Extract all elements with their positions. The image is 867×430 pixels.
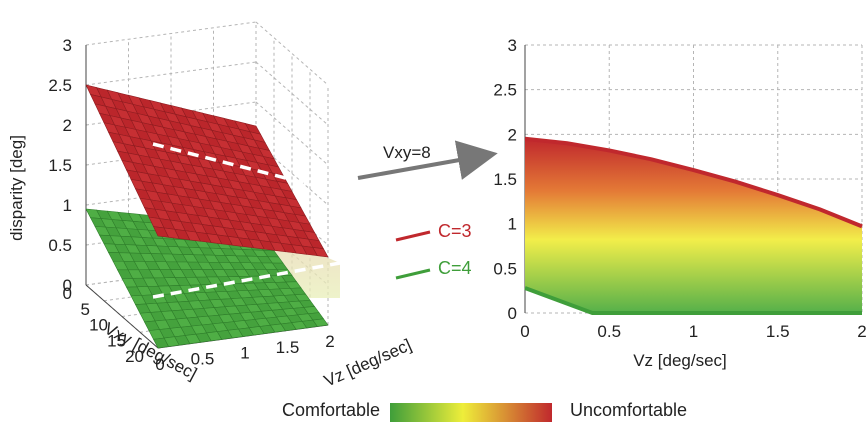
z-tick-label: 0	[63, 276, 72, 295]
y-tick-label: 0.5	[191, 349, 215, 368]
y-tick-label-2d: 2.5	[493, 81, 517, 100]
x-tick-labels-2d: 0 0.5 1 1.5 2	[520, 322, 866, 341]
y-tick-label-2d: 2	[508, 125, 517, 144]
lower-boundary-c4	[524, 286, 862, 315]
slice-label: Vxy=8	[383, 143, 431, 162]
y-tick-labels-2d: 0 0.5 1 1.5 2 2.5 3	[493, 36, 517, 323]
z-tick-label: 1.5	[48, 156, 72, 175]
grid-line	[255, 141, 329, 206]
z-axis-label: disparity [deg]	[7, 135, 26, 241]
z-tick-label: 2	[63, 116, 72, 135]
legend-line-c4	[395, 268, 431, 280]
grid-line	[85, 21, 257, 46]
colorbar-left-label: Comfortable	[282, 400, 380, 420]
y-tick-label-2d: 3	[508, 36, 517, 55]
slice-line-green	[152, 261, 341, 299]
slice-arrow	[357, 140, 498, 180]
x-tick-label: 10	[89, 316, 108, 335]
upper-boundary-c3	[524, 136, 863, 229]
z-tick-label: 2.5	[48, 76, 72, 95]
surface-c3	[85, 84, 329, 258]
grid-line	[255, 61, 329, 126]
y-tick-label: 1	[240, 344, 249, 363]
x-axis	[85, 284, 159, 349]
z-tick-labels: 0 0.5 1 1.5 2 2.5 3	[48, 36, 72, 295]
legend-label-c4: C=4	[438, 258, 472, 278]
y-tick-label: 2	[325, 332, 334, 351]
x-tick-label-2d: 2	[857, 322, 866, 341]
x-tick-label-2d: 0.5	[597, 322, 621, 341]
x-tick-label-2d: 1.5	[766, 322, 790, 341]
surface-cell	[312, 247, 329, 258]
y-tick-label-2d: 0.5	[493, 259, 517, 278]
x-tick-label: 15	[107, 331, 126, 350]
y-axis-label: Vz [deg/sec]	[321, 335, 414, 390]
y-tick-label: 1.5	[276, 338, 300, 357]
colorbar-gradient	[390, 403, 552, 422]
x-tick-label: 20	[125, 347, 144, 366]
z-tick-label: 1	[63, 196, 72, 215]
y-tick-labels: 0 0.5 1 1.5 2	[155, 332, 334, 374]
comfort-area	[525, 138, 862, 313]
surface-cell	[312, 318, 329, 327]
colorbar-right-label: Uncomfortable	[570, 400, 687, 420]
x-tick-label: 5	[81, 300, 90, 319]
y-tick-label-2d: 1	[508, 215, 517, 234]
legend-label-c3: C=3	[438, 221, 472, 241]
y-tick-label-2d: 0	[508, 304, 517, 323]
slice-area-plot: 0 0.5 1 1.5 2 0 0.5 1 1.5 2 2.5 3 Vz [deg/sec]	[493, 36, 866, 370]
colorbar: Comfortable Uncomfortable	[282, 400, 687, 422]
slice-line-red	[152, 142, 341, 194]
z-tick-label: 0.5	[48, 236, 72, 255]
x-tick-label-2d: 0	[520, 322, 529, 341]
y-tick-label: 0	[155, 355, 164, 374]
y-tick-label-2d: 1.5	[493, 170, 517, 189]
grid-line	[255, 21, 329, 86]
x-tick-label: 0	[63, 284, 72, 303]
x-axis-label-2d: Vz [deg/sec]	[633, 351, 727, 370]
z-tick-label: 3	[63, 36, 72, 55]
grid-line	[255, 101, 329, 166]
x-tick-label-2d: 1	[689, 322, 698, 341]
legend-line-c3	[395, 230, 431, 242]
grid-line	[255, 181, 329, 246]
